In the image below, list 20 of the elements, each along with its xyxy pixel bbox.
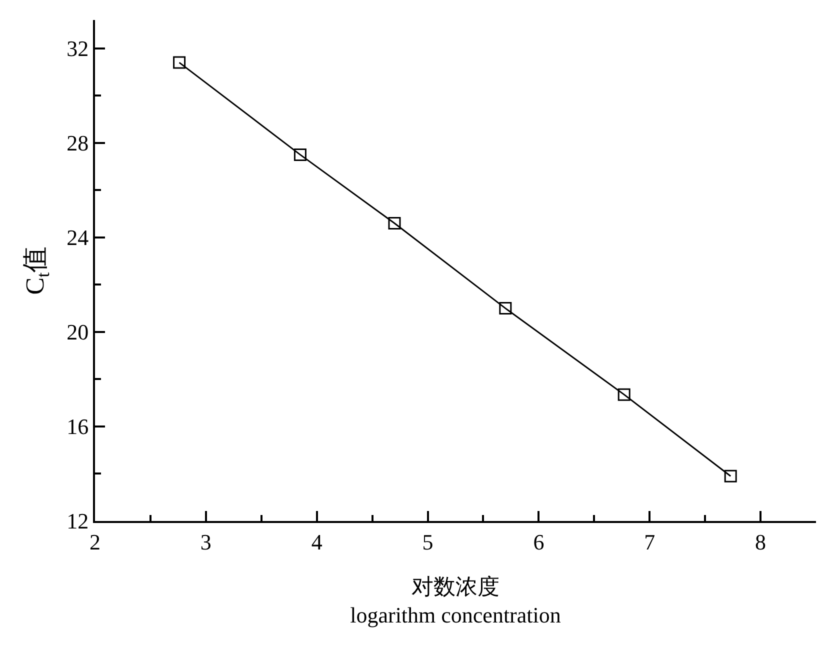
x-tick-label: 8 (755, 529, 766, 554)
point (618, 388, 630, 401)
y-tick-label: 20 (66, 320, 89, 345)
x-tick-label: 5 (422, 529, 434, 554)
y-tick-label: 16 (66, 414, 89, 440)
y-tick-label: 24 (66, 225, 89, 250)
y-tick-label: 12 (66, 508, 89, 534)
point (294, 148, 306, 161)
point (173, 56, 186, 69)
x-tick-label: 7 (644, 529, 656, 554)
x-axis-title: 对数浓度 logarithm concentration (350, 574, 561, 628)
y-tick-label: 32 (66, 36, 89, 62)
x-tick-label: 6 (533, 529, 544, 554)
x-tick-label: 2 (90, 529, 100, 554)
point (388, 216, 401, 230)
x-tick-label: 3 (200, 529, 212, 554)
point (499, 302, 512, 315)
point (724, 470, 737, 482)
y-tick-label: 28 (66, 130, 89, 156)
x-tick-label: 4 (311, 529, 322, 554)
